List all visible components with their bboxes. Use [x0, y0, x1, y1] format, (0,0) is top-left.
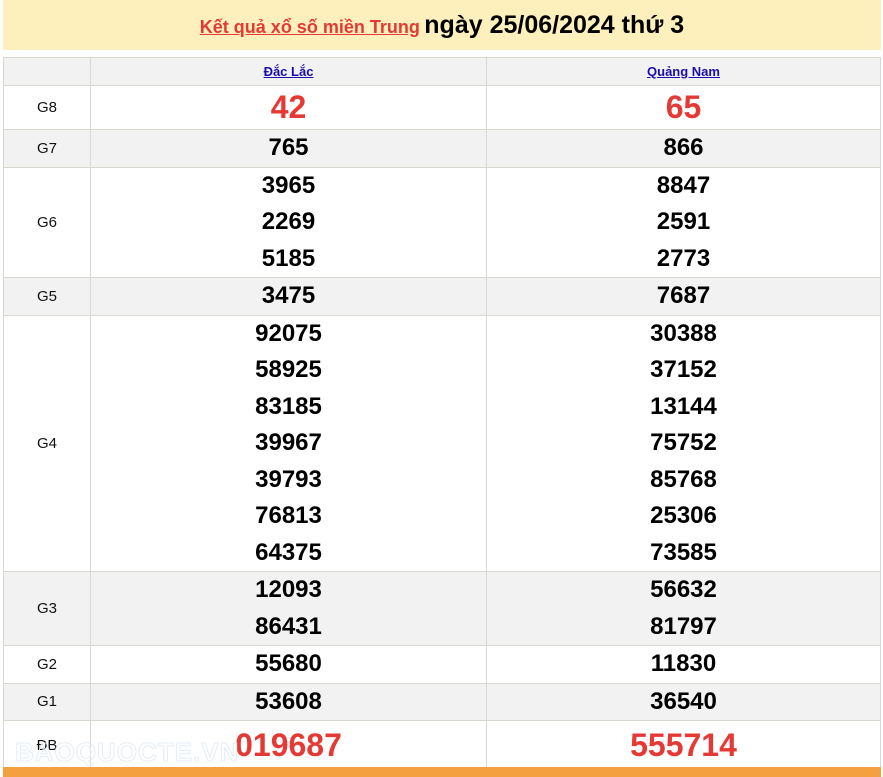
prize-row: G4 92075 58925 83185 39967 39793 76813 64375 303…	[3, 314, 881, 572]
prize-number: 55680	[255, 650, 322, 677]
prize-number: 75752	[650, 429, 717, 456]
prize-number: 5185	[261, 244, 316, 272]
prize-row: G7 765 866	[3, 129, 881, 168]
prize-number: 11830	[650, 650, 717, 677]
prize-cell: 65	[486, 85, 881, 130]
prize-number: 866	[663, 134, 704, 161]
table-header-row: Đắc Lắc Quảng Nam	[3, 57, 881, 86]
prize-number: 3965	[261, 171, 316, 199]
prize-number: 019687	[235, 727, 342, 763]
prize-label: G8	[3, 85, 91, 130]
prize-number: 25306	[650, 502, 717, 529]
prize-number: 3475	[261, 282, 316, 309]
prize-row: G2 55680 11830	[3, 645, 881, 684]
province-link-2[interactable]: Quảng Nam	[647, 63, 720, 79]
prize-row: G1 53608 36540	[3, 682, 881, 721]
prize-number: 30388	[650, 319, 717, 347]
prize-label: G7	[3, 129, 91, 168]
prize-label: G2	[3, 645, 91, 684]
prize-row: G3 12093 86431 56632 81797	[3, 571, 881, 646]
prize-cell: 30388 37152 13144 75752 85768 25306 73585	[486, 314, 881, 572]
prize-number: 39967	[255, 429, 322, 456]
prize-cell: 55680	[90, 645, 487, 684]
prize-number: 2773	[656, 244, 711, 272]
prize-row: ĐB 019687 555714	[3, 720, 881, 771]
prize-label: G4	[3, 314, 91, 572]
prize-number: 765	[268, 134, 309, 161]
prize-number: 39793	[255, 465, 322, 493]
prize-number: 37152	[650, 356, 717, 383]
prize-number: 2269	[261, 208, 316, 235]
prize-cell: 56632 81797	[486, 571, 881, 646]
prize-number: 56632	[650, 576, 717, 603]
prize-label: G1	[3, 682, 91, 721]
prize-header-cell	[3, 57, 91, 86]
prize-number: 76813	[255, 502, 322, 529]
prize-row: G8 42 65	[3, 85, 881, 130]
prize-label: ĐB	[3, 720, 91, 771]
prize-number: 86431	[255, 612, 322, 640]
results-date: ngày 25/06/2024 thứ 3	[424, 11, 685, 39]
prize-cell: 866	[486, 129, 881, 168]
prize-label: G6	[3, 166, 91, 278]
prize-row: G6 3965 2269 5185 8847 2591 2773	[3, 166, 881, 278]
prize-cell: 8847 2591 2773	[486, 166, 881, 278]
prize-number: 73585	[650, 538, 717, 566]
prize-label: G5	[3, 277, 91, 316]
prize-number: 42	[270, 89, 307, 125]
prize-number: 7687	[656, 282, 711, 309]
watermark-logo: BAOQUOCTE.VN	[14, 737, 240, 768]
prize-number: 92075	[255, 319, 322, 347]
prize-number: 2591	[656, 208, 711, 235]
prize-cell: 53608	[90, 682, 487, 721]
prize-cell: 765	[90, 129, 487, 168]
prize-cell: 3965 2269 5185	[90, 166, 487, 278]
prize-number: 58925	[255, 356, 322, 383]
results-title: Kết quả xổ số miền Trung ngày 25/06/2024…	[3, 0, 881, 50]
prize-cell: 42	[90, 85, 487, 130]
prize-number: 65	[665, 89, 702, 125]
province-header: Đắc Lắc	[90, 57, 487, 86]
prize-cell: 36540	[486, 682, 881, 721]
prize-number: 53608	[255, 687, 322, 715]
prize-cell: 92075 58925 83185 39967 39793 76813 64375	[90, 314, 487, 572]
prize-number: 555714	[630, 727, 737, 763]
province-header: Quảng Nam	[486, 57, 881, 86]
prize-number: 64375	[255, 538, 322, 566]
results-table: Đắc Lắc Quảng Nam G8 42 65 G7 765 866 G6 3965 22…	[3, 57, 881, 771]
prize-cell: 555714	[486, 720, 881, 771]
prize-number: 8847	[656, 171, 711, 199]
prize-number: 13144	[650, 392, 717, 420]
prize-cell: 11830	[486, 645, 881, 684]
prize-cell: 019687	[90, 720, 487, 771]
prize-cell: 7687	[486, 277, 881, 316]
footer-bar	[3, 767, 881, 777]
province-link-1[interactable]: Đắc Lắc	[263, 63, 314, 79]
prize-number: 81797	[650, 612, 717, 640]
prize-number: 83185	[255, 392, 322, 420]
prize-row: G5 3475 7687	[3, 277, 881, 316]
prize-number: 85768	[650, 465, 717, 493]
prize-cell: 3475	[90, 277, 487, 316]
region-results-link[interactable]: Kết quả xổ số miền Trung	[199, 17, 420, 37]
prize-label: G3	[3, 571, 91, 646]
prize-number: 12093	[255, 576, 322, 603]
prize-number: 36540	[650, 687, 717, 715]
prize-cell: 12093 86431	[90, 571, 487, 646]
